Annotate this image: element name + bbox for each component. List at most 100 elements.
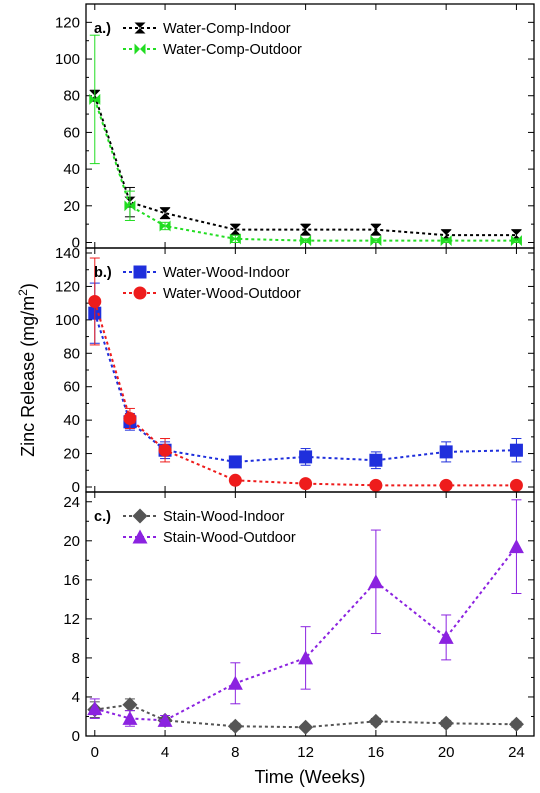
data-point: [124, 200, 136, 212]
y-axis-title: Zinc Release (mg/m2): [16, 283, 38, 457]
panel-tag: a.): [94, 21, 111, 37]
legend-label: Water-Comp-Indoor: [163, 21, 291, 37]
data-point: [158, 443, 172, 457]
x-tick-label: 12: [297, 744, 314, 761]
y-tick-label: 20: [63, 198, 80, 215]
data-point: [438, 629, 454, 644]
data-point: [508, 716, 524, 732]
data-point: [439, 478, 453, 492]
y-tick-label: 140: [55, 245, 80, 262]
data-point: [227, 675, 243, 690]
data-point: [369, 478, 383, 492]
legend-marker: [134, 43, 146, 55]
y-tick-label: 100: [55, 312, 80, 329]
y-tick-label: 100: [55, 51, 80, 68]
series-line: [94, 546, 518, 722]
y-tick-label: 0: [72, 728, 80, 745]
data-point: [229, 224, 241, 236]
legend-marker: [132, 529, 148, 544]
data-point: [159, 207, 171, 219]
data-point: [122, 710, 138, 725]
data-point: [510, 235, 522, 247]
y-tick-label: 8: [72, 650, 80, 667]
series-line: [93, 95, 517, 237]
data-point: [508, 539, 524, 554]
data-point: [227, 718, 243, 734]
y-tick-label: 40: [63, 412, 80, 429]
y-tick-label: 24: [63, 494, 80, 511]
data-point: [509, 443, 523, 457]
series-water-comp-outdoor: Water-Comp-Outdoor: [89, 34, 522, 247]
data-point: [122, 697, 138, 713]
data-point: [370, 224, 382, 236]
legend-label: Water-Comp-Outdoor: [163, 42, 302, 58]
data-point: [369, 453, 383, 467]
data-point: [228, 473, 242, 487]
series-stain-wood-outdoor: Stain-Wood-Outdoor: [87, 499, 524, 727]
data-point: [370, 235, 382, 247]
panel-tag: c.): [94, 509, 111, 525]
data-point: [300, 224, 312, 236]
panel-1: 0 20 40 60 80 100 120 Water-Comp-Indoor Water-Co…: [55, 3, 535, 251]
y-tick-label: 40: [63, 161, 80, 178]
data-point: [298, 719, 314, 735]
data-point: [159, 220, 171, 232]
x-tick-label: 4: [161, 744, 169, 761]
y-tick-label: 20: [63, 533, 80, 550]
panel-tag: b.): [94, 265, 112, 281]
series-water-comp-indoor: Water-Comp-Indoor: [89, 21, 522, 242]
data-point: [368, 574, 384, 589]
data-point: [89, 93, 101, 105]
plot-frame: [85, 3, 535, 249]
x-axis-title: Time (Weeks): [254, 767, 365, 787]
x-tick-label: 24: [508, 744, 525, 761]
data-point: [298, 650, 314, 665]
data-point: [87, 701, 103, 716]
data-point: [300, 235, 312, 247]
legend-label: Stain-Wood-Outdoor: [163, 530, 296, 546]
y-tick-label: 16: [63, 572, 80, 589]
panel-2: 0 20 40 60 80 100 120 140 Water-Wood-Indoor Water…: [55, 245, 535, 496]
data-point: [299, 477, 313, 491]
series-line: [94, 703, 517, 729]
data-point: [157, 712, 173, 727]
data-point: [440, 235, 452, 247]
data-point: [88, 294, 102, 308]
legend-label: Water-Wood-Indoor: [163, 265, 290, 281]
data-point: [509, 478, 523, 492]
legend-marker: [133, 286, 147, 300]
data-point: [439, 445, 453, 459]
y-tick-label: 0: [72, 234, 80, 251]
data-point: [123, 411, 137, 425]
x-tick-label: 0: [91, 744, 99, 761]
legend-marker: [133, 265, 147, 279]
series-water-wood-indoor: Water-Wood-Indoor: [88, 265, 523, 470]
legend-label: Water-Wood-Outdoor: [163, 286, 301, 302]
y-tick-label: 120: [55, 278, 80, 295]
y-tick-label: 12: [63, 611, 80, 628]
y-tick-label: 4: [72, 689, 80, 706]
x-tick-label: 16: [368, 744, 385, 761]
y-tick-label: 60: [63, 124, 80, 141]
series-line: [93, 301, 517, 487]
data-point: [299, 450, 313, 464]
series-water-wood-outdoor: Water-Wood-Outdoor: [88, 257, 523, 492]
data-point: [510, 229, 522, 241]
data-point: [228, 455, 242, 469]
data-point: [438, 715, 454, 731]
series-line: [93, 99, 517, 242]
legend-marker: [134, 22, 146, 34]
data-point: [368, 713, 384, 729]
data-point: [440, 229, 452, 241]
data-point: [229, 233, 241, 245]
plot-frame: [85, 491, 535, 737]
y-tick-label: 0: [72, 479, 80, 496]
y-tick-label: 120: [55, 14, 80, 31]
x-tick-label: 8: [231, 744, 239, 761]
y-tick-label: 80: [63, 345, 80, 362]
legend-label: Stain-Wood-Indoor: [163, 509, 285, 525]
legend-marker: [132, 508, 148, 524]
y-tick-label: 80: [63, 88, 80, 105]
series-line: [93, 312, 517, 463]
